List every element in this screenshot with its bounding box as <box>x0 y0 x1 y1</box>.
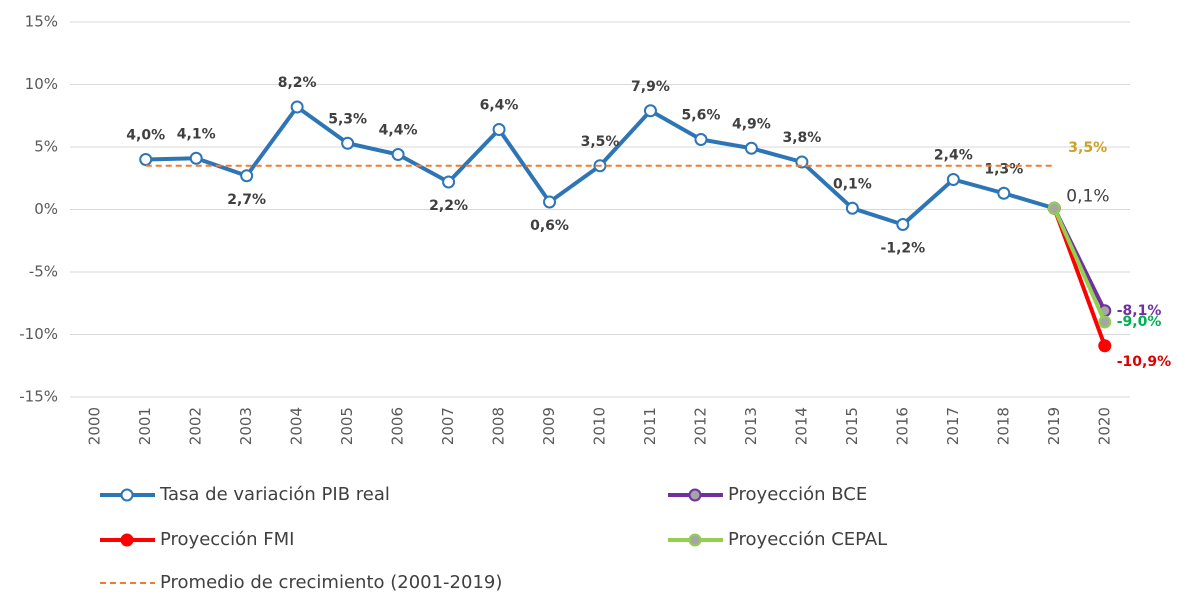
x-tick-label: 2009 <box>540 407 558 445</box>
data-label: -8,1% <box>1117 303 1162 319</box>
data-label: 6,4% <box>480 98 519 114</box>
data-label: 4,0% <box>126 128 165 144</box>
x-tick-label: 2008 <box>490 407 508 445</box>
data-label: -10,9% <box>1117 354 1171 370</box>
point <box>189 151 203 165</box>
point <box>543 195 557 209</box>
data-label: 4,9% <box>732 116 771 132</box>
legend-label: Proyección FMI <box>160 529 294 550</box>
legend-marker <box>688 488 702 502</box>
x-tick-label: 2020 <box>1095 407 1113 445</box>
x-tick-label: 2010 <box>591 407 609 445</box>
point <box>290 100 304 114</box>
point <box>946 173 960 186</box>
point <box>492 123 506 136</box>
point <box>139 153 153 166</box>
point <box>744 141 758 155</box>
point <box>1047 201 1061 215</box>
legend-label: Proyección CEPAL <box>728 529 887 550</box>
y-tick-label: -10% <box>19 325 58 343</box>
point <box>240 169 254 183</box>
point <box>997 186 1011 200</box>
y-tick-label: 10% <box>25 75 58 93</box>
data-label: 2,2% <box>429 198 468 214</box>
data-label: 0,1% <box>1066 186 1109 206</box>
x-tick-label: 2016 <box>893 407 911 445</box>
data-label: 3,8% <box>782 130 821 146</box>
x-tick-label: 2004 <box>288 407 306 445</box>
legend-marker <box>688 533 702 547</box>
x-tick-label: 2006 <box>389 407 407 445</box>
x-tick-label: 2005 <box>338 407 356 445</box>
series-line <box>1052 207 1107 323</box>
point <box>896 218 910 231</box>
data-label: 0,1% <box>833 176 872 192</box>
y-tick-label: 5% <box>34 138 58 156</box>
data-label: 4,4% <box>379 123 418 139</box>
x-tick-label: 2017 <box>944 407 962 445</box>
x-tick-label: 2003 <box>237 407 255 445</box>
point <box>694 133 708 146</box>
data-label: 5,3% <box>328 111 367 127</box>
data-label: -9,0% <box>1117 314 1162 330</box>
x-tick-label: 2018 <box>994 407 1012 445</box>
point <box>845 201 859 215</box>
y-tick-label: -5% <box>29 263 58 281</box>
data-label: 0,6% <box>530 218 569 234</box>
point <box>391 148 405 161</box>
legend-label: Promedio de crecimiento (2001-2019) <box>160 572 502 593</box>
point <box>1098 315 1112 329</box>
data-label: 1,3% <box>984 161 1023 177</box>
y-tick-label: -15% <box>19 388 58 406</box>
x-tick-label: 2002 <box>187 407 205 445</box>
data-label: 4,1% <box>177 126 216 142</box>
data-label: 3,5% <box>1068 140 1107 156</box>
point <box>341 136 355 150</box>
x-tick-label: 2000 <box>86 407 104 445</box>
legend-label: Proyección BCE <box>728 484 867 505</box>
x-tick-label: 2011 <box>641 407 659 445</box>
legend-marker <box>120 533 134 547</box>
data-label: 2,7% <box>227 192 266 208</box>
x-tick-label: 2019 <box>1045 407 1063 445</box>
point <box>442 175 456 189</box>
legend-marker <box>120 488 134 502</box>
x-tick-label: 2013 <box>742 407 760 445</box>
x-tick-label: 2014 <box>792 407 810 445</box>
data-label: 3,5% <box>581 134 620 150</box>
x-tick-label: 2015 <box>843 407 861 445</box>
point <box>643 104 657 118</box>
legend-label: Tasa de variación PIB real <box>159 484 390 505</box>
x-tick-label: 2007 <box>439 407 457 445</box>
data-label: 5,6% <box>682 108 721 124</box>
x-tick-label: 2012 <box>691 407 709 445</box>
data-label: 2,4% <box>934 148 973 164</box>
x-tick-label: 2001 <box>136 407 154 445</box>
y-tick-label: 0% <box>34 200 58 218</box>
data-label: 8,2% <box>278 75 317 91</box>
y-tick-label: 15% <box>25 13 58 31</box>
point <box>1098 339 1112 353</box>
data-label: -1,2% <box>881 241 926 257</box>
data-label: 7,9% <box>631 79 670 95</box>
